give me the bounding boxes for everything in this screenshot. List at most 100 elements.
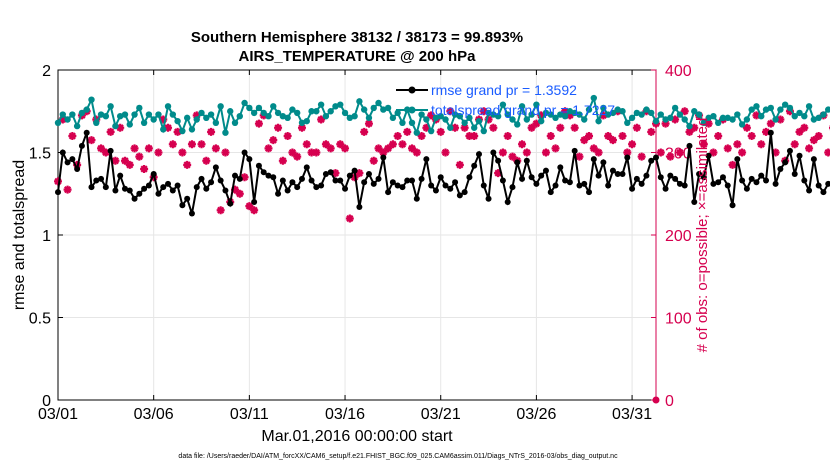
assimilated-point xyxy=(341,144,350,153)
rmse-point xyxy=(447,185,454,192)
totalspread-point xyxy=(150,116,157,123)
totalspread-point xyxy=(107,103,114,110)
assimilated-point xyxy=(63,185,72,194)
assimilated-point xyxy=(135,152,144,161)
rmse-point xyxy=(667,172,674,179)
totalspread-point xyxy=(700,119,708,127)
totalspread-point xyxy=(375,99,382,107)
assimilated-point xyxy=(738,148,747,157)
rmse-point xyxy=(222,187,229,194)
assimilated-point xyxy=(312,148,321,157)
assimilated-point xyxy=(427,111,436,120)
rmse-point xyxy=(255,162,262,169)
rmse-point xyxy=(394,182,401,189)
totalspread-point xyxy=(169,111,177,118)
rmse-point xyxy=(801,177,808,184)
rmse-point xyxy=(55,189,61,196)
totalspread-point xyxy=(499,101,507,108)
assimilated-point xyxy=(814,132,823,140)
assimilated-point xyxy=(446,107,455,116)
totalspread-point xyxy=(772,116,779,123)
y-left-tick-label: 1 xyxy=(42,228,51,245)
totalspread-point xyxy=(676,111,684,118)
assimilated-point xyxy=(714,132,723,140)
rmse-point xyxy=(815,182,822,189)
rmse-point xyxy=(653,154,659,161)
assimilated-point xyxy=(790,140,799,149)
assimilated-point xyxy=(580,136,589,145)
assimilated-point xyxy=(556,123,565,132)
totalspread-point xyxy=(54,119,62,127)
assimilated-point xyxy=(733,140,742,149)
assimilated-point xyxy=(470,132,479,140)
y-right-tick-label: 200 xyxy=(665,228,692,245)
legend-label-spread: totalspread grand pr = 1.7227 xyxy=(431,102,615,118)
rmse-point xyxy=(485,195,492,202)
rmse-point xyxy=(633,175,640,182)
assimilated-point xyxy=(604,132,613,140)
rmse-point xyxy=(322,170,329,177)
assimilated-point xyxy=(465,132,474,140)
assimilated-point xyxy=(661,119,670,128)
assimilated-point xyxy=(245,202,254,211)
assimilated-point xyxy=(618,132,627,140)
totalspread-point xyxy=(126,121,133,128)
rmse-point xyxy=(428,182,435,189)
assimilated-point xyxy=(240,173,249,182)
rmse-point xyxy=(629,185,636,192)
totalspread-point xyxy=(308,108,315,115)
totalspread-point xyxy=(227,108,234,115)
totalspread-point xyxy=(365,114,373,122)
totalspread-point xyxy=(547,111,554,118)
assimilated-point xyxy=(235,189,244,198)
rmse-point xyxy=(514,159,521,166)
rmse-point xyxy=(270,174,277,181)
totalspread-point xyxy=(691,108,698,115)
rmse-point xyxy=(490,149,497,156)
assimilated-point xyxy=(647,127,656,136)
rmse-point xyxy=(404,177,411,184)
totalspread-point xyxy=(179,127,186,135)
assimilated-point xyxy=(130,144,139,153)
totalspread-point xyxy=(537,117,545,125)
rmse-point xyxy=(327,169,334,176)
rmse-point xyxy=(619,170,626,177)
rmse-point xyxy=(136,190,143,197)
rmse-point xyxy=(69,156,76,163)
rmse-point xyxy=(519,175,526,182)
totalspread-point xyxy=(337,101,344,108)
rmse-point xyxy=(193,184,200,191)
assimilated-point xyxy=(666,152,675,161)
rmse-point xyxy=(351,167,358,174)
totalspread-point xyxy=(203,114,210,122)
rmse-point xyxy=(389,179,396,186)
assimilated-point xyxy=(297,123,306,132)
rmse-point xyxy=(480,182,487,189)
rmse-point xyxy=(150,170,157,177)
assimilated-point xyxy=(278,156,287,165)
rmse-point xyxy=(581,180,588,187)
rmse-point xyxy=(418,175,425,182)
assimilated-point xyxy=(690,123,699,132)
assimilated-point xyxy=(307,148,316,157)
assimilated-point xyxy=(704,119,713,128)
totalspread-point xyxy=(384,104,392,112)
totalspread-point xyxy=(408,119,416,127)
y-left-tick-label: 1.5 xyxy=(29,146,51,163)
rmse-point xyxy=(763,177,770,184)
rmse-point xyxy=(78,142,85,149)
assimilated-point xyxy=(589,144,598,153)
assimilated-point xyxy=(608,136,617,145)
assimilated-point xyxy=(269,136,278,145)
assimilated-point xyxy=(216,206,225,215)
totalspread-point xyxy=(140,119,148,127)
totalspread-point xyxy=(533,101,540,108)
rmse-point xyxy=(385,189,392,196)
rmse-point xyxy=(662,185,669,192)
totalspread-point xyxy=(317,101,325,108)
assimilated-point xyxy=(331,169,340,178)
rmse-point xyxy=(600,159,607,166)
rmse-point xyxy=(605,182,612,189)
totalspread-point xyxy=(695,111,703,118)
rmse-point xyxy=(810,156,817,163)
